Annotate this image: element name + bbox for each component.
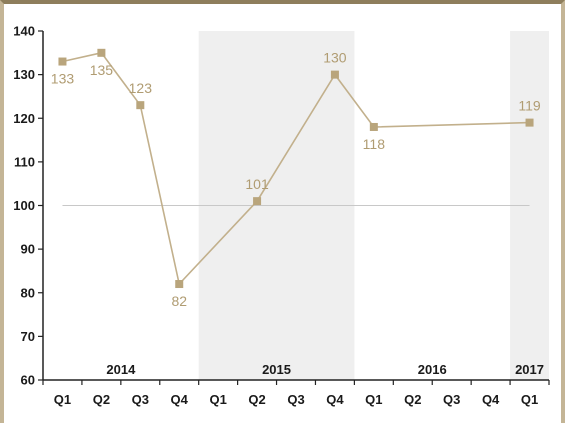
year-label-2017: 2017 (515, 362, 544, 377)
data-point (253, 197, 262, 206)
x-tick-label: Q1 (209, 392, 226, 407)
x-tick-label: Q4 (171, 392, 189, 407)
y-tick-label: 130 (13, 67, 35, 82)
x-tick-label: Q4 (326, 392, 344, 407)
data-label: 119 (518, 98, 541, 114)
y-axis-ticks: 60 70 80 90 100 110 120 130 140 (13, 24, 43, 388)
x-tick-label: Q2 (404, 392, 421, 407)
y-tick-label: 80 (21, 285, 35, 300)
x-tick-label: Q3 (132, 392, 149, 407)
year-labels: 2014 2015 2016 2017 (106, 362, 544, 377)
x-tick-label: Q3 (443, 392, 460, 407)
data-point (136, 101, 145, 110)
x-tick-label: Q2 (248, 392, 265, 407)
y-tick-label: 120 (13, 111, 35, 126)
year-label-2015: 2015 (262, 362, 291, 377)
x-axis-ticks: Q1 Q2 Q3 Q4 Q1 Q2 Q3 Q4 Q1 Q2 Q3 Q4 Q1 (42, 380, 550, 407)
series-line (62, 51, 530, 286)
y-tick-label: 60 (21, 373, 35, 388)
y-tick-label: 90 (21, 242, 35, 257)
data-point (175, 280, 184, 289)
data-label: 82 (171, 293, 187, 309)
data-label: 130 (323, 50, 347, 66)
y-tick-label: 70 (21, 329, 35, 344)
x-tick-label: Q1 (365, 392, 382, 407)
data-point (97, 48, 106, 57)
year-label-2014: 2014 (106, 362, 136, 377)
data-point (369, 122, 378, 131)
data-point (525, 118, 534, 127)
data-label: 133 (51, 71, 75, 87)
x-tick-label: Q2 (93, 392, 110, 407)
y-tick-label: 100 (13, 198, 35, 213)
data-label: 123 (129, 80, 153, 96)
x-tick-label: Q1 (54, 392, 71, 407)
x-tick-label: Q4 (482, 392, 500, 407)
x-tick-label: Q3 (287, 392, 304, 407)
year-label-2016: 2016 (418, 362, 447, 377)
y-tick-label: 110 (14, 154, 35, 169)
data-label: 118 (363, 136, 386, 152)
data-point (330, 70, 339, 79)
data-label: 135 (90, 62, 114, 78)
data-labels: 133 135 123 82 101 130 118 119 (51, 50, 541, 309)
data-point (58, 57, 67, 66)
x-tick-label: Q1 (521, 392, 538, 407)
data-markers (58, 48, 534, 289)
y-tick-label: 140 (13, 24, 35, 39)
series-line-layer (62, 51, 530, 286)
data-label: 101 (245, 176, 269, 192)
